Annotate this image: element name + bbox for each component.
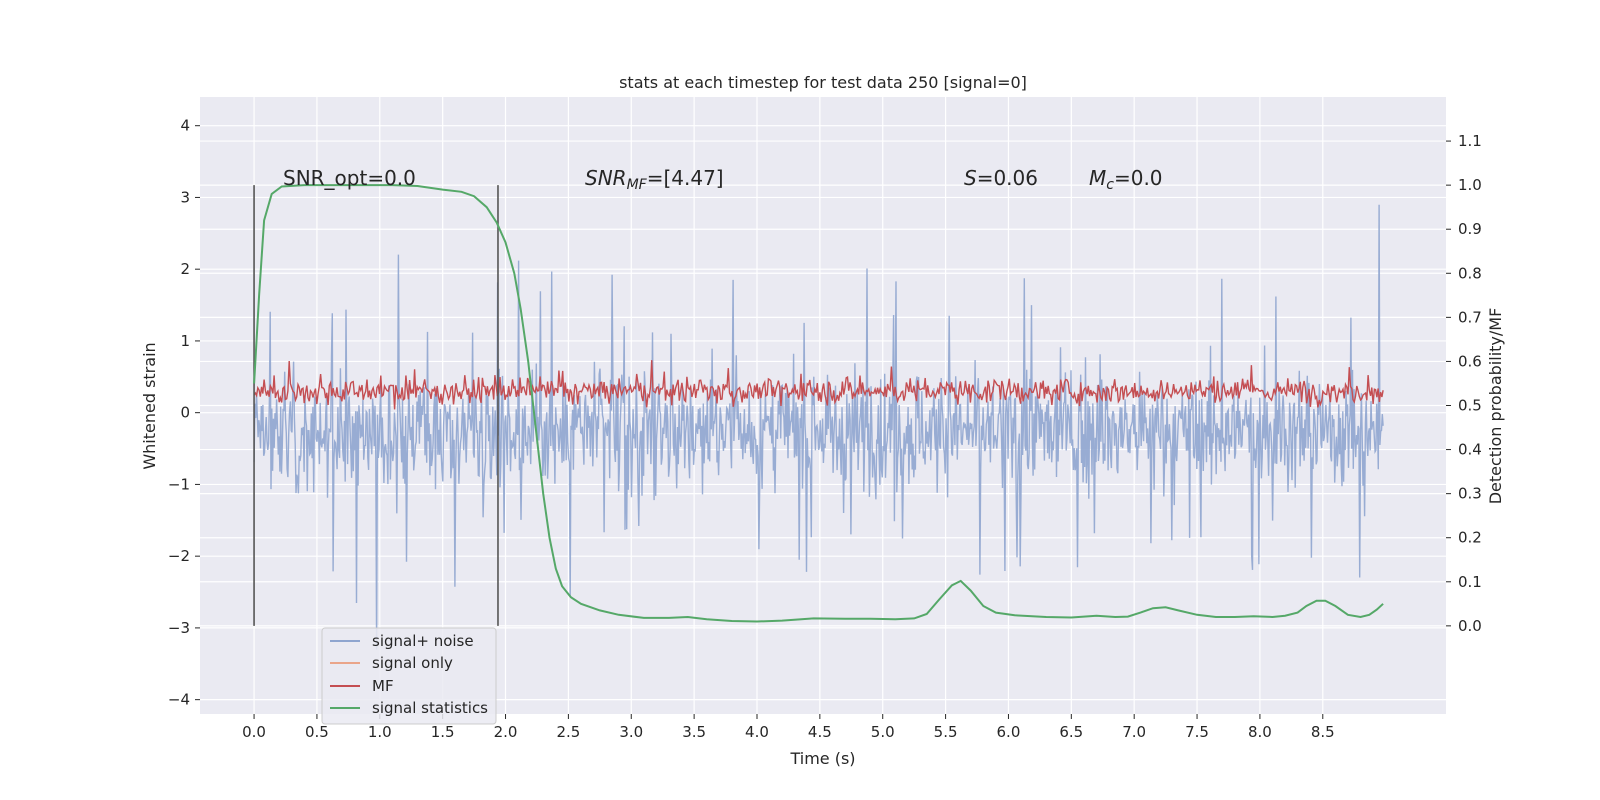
x-tick-label: 8.5 (1311, 723, 1335, 741)
y2-tick-label: 0.3 (1458, 485, 1482, 503)
annotation-mc-var: M (1089, 166, 1106, 190)
x-tick-label: 7.5 (1185, 723, 1209, 741)
x-tick-label: 1.5 (431, 723, 455, 741)
y2-tick-label: 0.4 (1458, 441, 1482, 459)
annotation-snr-mf-main: SNR (585, 166, 627, 190)
y2-tick-label: 0.8 (1458, 264, 1482, 282)
y2-tick-label: 0.2 (1458, 529, 1482, 547)
y2-tick-label: 1.0 (1458, 176, 1482, 194)
annotation-mc: Mc=0.0 (1089, 166, 1163, 193)
mf-series (253, 360, 1384, 410)
annotation-s-value: =0.06 (977, 166, 1038, 190)
vertical-markers (253, 185, 499, 626)
legend-label-signal-noise: signal+ noise (372, 632, 474, 650)
x-tick-label: 6.0 (997, 723, 1021, 741)
y2-axis-label: Detection probability/MF (1486, 308, 1505, 505)
signal-noise-series (253, 204, 1384, 650)
y2-tick-label: 0.5 (1458, 397, 1482, 415)
y-ticks: 4 3 2 1 0 −1 −2 −3 −4 (168, 117, 200, 709)
y2-tick-label: 1.1 (1458, 132, 1482, 150)
annotation-mc-sub: c (1106, 177, 1114, 193)
x-ticks: 0.0 0.5 1.0 1.5 2.0 2.5 3.0 3.5 4.0 4.5 5.0 5.5 6.0 6… (242, 714, 1335, 741)
legend: signal+ noise signal only MF signal stat… (321, 627, 497, 725)
x-tick-label: 2.0 (494, 723, 518, 741)
annotation-s-var: S (964, 166, 977, 190)
signal-noise-line (253, 204, 1384, 650)
x-axis-label: Time (s) (789, 749, 855, 768)
y-tick-label: −3 (168, 619, 190, 637)
x-tick-label: 5.0 (871, 723, 895, 741)
y-tick-label: −1 (168, 475, 190, 493)
y-tick-label: 1 (180, 332, 190, 350)
y2-tick-label: 0.9 (1458, 220, 1482, 238)
annotation-s: S=0.06 (964, 166, 1038, 190)
x-tick-label: 0.5 (305, 723, 329, 741)
chart-title: stats at each timestep for test data 250… (619, 73, 1027, 92)
annotation-snr-mf-value: =[4.47] (647, 166, 724, 190)
y-tick-label: 0 (180, 404, 190, 422)
y2-ticks: 1.1 1.0 0.9 0.8 0.7 0.6 0.5 0.4 0.3 0.2 0.1 0.0 (1446, 132, 1482, 635)
y2-tick-label: 0.1 (1458, 573, 1482, 591)
signal-statistics-line (253, 184, 1384, 623)
y2-tick-label: 0.6 (1458, 352, 1482, 370)
grid (200, 97, 1446, 714)
legend-label-mf: MF (372, 677, 394, 695)
signal-statistics-series (253, 184, 1384, 623)
annotation-mc-value: =0.0 (1114, 166, 1163, 190)
y-tick-label: 2 (180, 260, 190, 278)
mf-line (253, 360, 1384, 410)
legend-label-signal-only: signal only (372, 654, 453, 672)
x-tick-label: 6.5 (1059, 723, 1083, 741)
x-tick-label: 8.0 (1248, 723, 1272, 741)
x-tick-label: 4.0 (745, 723, 769, 741)
legend-label-signal-statistics: signal statistics (372, 699, 488, 717)
x-tick-label: 1.0 (368, 723, 392, 741)
x-tick-label: 2.5 (556, 723, 580, 741)
x-tick-label: 3.5 (682, 723, 706, 741)
x-tick-label: 4.5 (808, 723, 832, 741)
annotation-snr-mf-sub: MF (627, 177, 648, 193)
x-tick-label: 3.0 (619, 723, 643, 741)
y-tick-label: 3 (180, 188, 190, 206)
x-tick-label: 7.0 (1122, 723, 1146, 741)
x-tick-label: 5.5 (934, 723, 958, 741)
y2-tick-label: 0.7 (1458, 308, 1482, 326)
y-axis-label: Whitened strain (140, 342, 159, 469)
y2-tick-label: 0.0 (1458, 617, 1482, 635)
annotation-snr-opt: SNR_opt=0.0 (283, 166, 416, 190)
y-tick-label: 4 (180, 117, 190, 135)
x-tick-label: 0.0 (242, 723, 266, 741)
annotation-snr-mf: SNRMF=[4.47] (585, 166, 724, 193)
y-tick-label: −2 (168, 547, 190, 565)
y-tick-label: −4 (168, 691, 190, 709)
legend-box (321, 627, 497, 725)
